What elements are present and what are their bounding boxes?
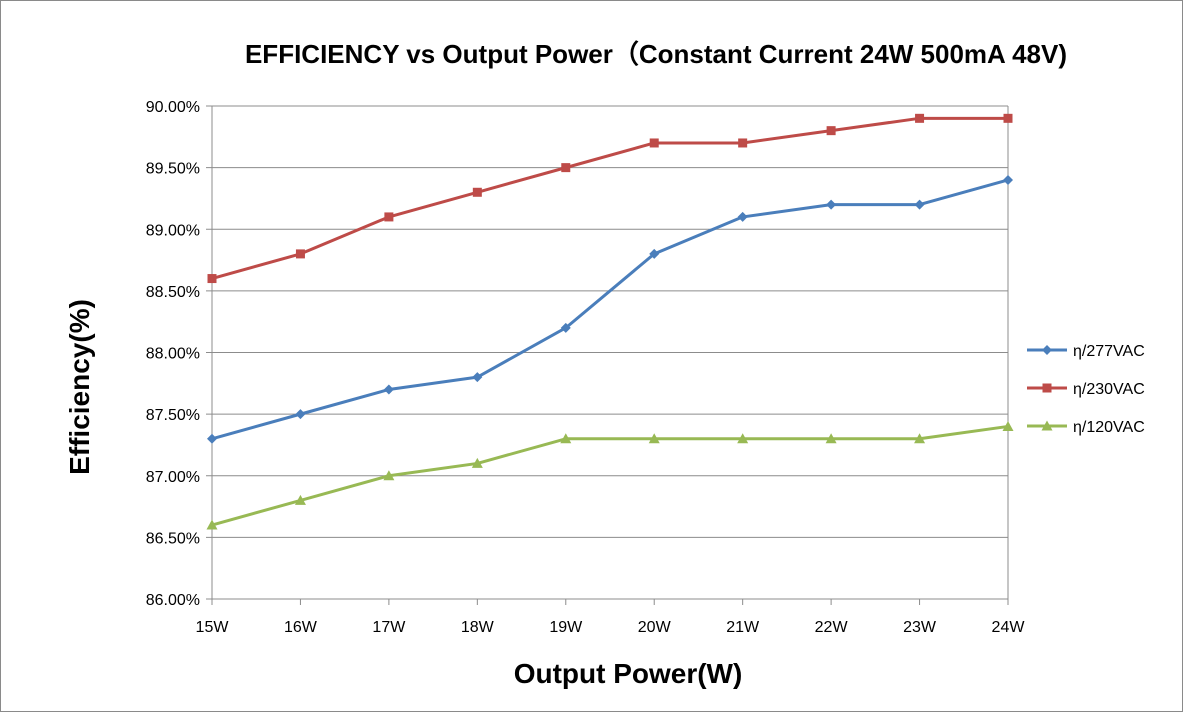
data-point [648,433,660,444]
data-point [560,322,571,333]
data-point [914,199,925,210]
x-tick-label: 20W [638,619,672,636]
y-tick-label: 88.00% [146,346,200,363]
data-point [561,163,571,173]
x-tick-label: 22W [815,619,849,636]
y-tick-label: 89.50% [146,161,200,178]
data-point [825,433,837,444]
data-point [207,274,217,284]
data-point [384,212,394,222]
data-point [649,248,660,259]
x-tick-label: 15W [196,619,230,636]
legend-label: η/120VAC [1073,419,1145,436]
data-point [1002,420,1014,431]
legend-marker [1042,383,1052,393]
x-tick-labels: 15W 16W 17W 18W 19W 20W 21W 22W 23W 24W [196,619,1026,636]
y-tick-label: 90.00% [146,99,200,116]
legend: η/277VAC η/230VAC η/120VAC [1027,343,1145,436]
x-tick-label: 23W [903,619,937,636]
x-tick-label: 21W [726,619,760,636]
series-0 [207,174,1013,444]
axes [206,105,1009,605]
data-point [560,433,572,444]
y-tick-label: 87.00% [146,469,200,486]
data-point [206,519,218,530]
y-axis-title: Efficiency(%) [64,299,95,475]
legend-label: η/230VAC [1073,381,1145,398]
data-point [737,211,748,222]
chart-title: EFFICIENCY vs Output Power（Constant Curr… [245,39,1067,69]
data-point [294,494,306,505]
data-point [383,470,395,481]
legend-marker [1041,420,1053,431]
x-tick-label: 18W [461,619,495,636]
data-point [295,249,305,259]
data-point [1003,174,1013,185]
y-tick-label: 87.50% [146,407,200,424]
data-point [826,126,836,136]
y-tick-label: 88.50% [146,284,200,301]
data-point [383,384,394,395]
data-point [207,433,217,444]
x-tick-label: 19W [549,619,583,636]
y-tick-labels: 86.00% 86.50% 87.00% 87.50% 88.00% 88.50% 89.0… [146,99,200,609]
x-tick-label: 16W [284,619,318,636]
x-tick-label: 17W [372,619,406,636]
x-axis-title: Output Power(W) [514,658,743,689]
data-point [738,138,748,148]
legend-marker [1042,345,1052,355]
data-point [737,433,749,444]
data-point [826,199,837,210]
data-point [472,187,482,197]
legend-label: η/277VAC [1073,343,1145,360]
series-2 [206,420,1014,530]
data-point [915,113,925,123]
series-line [211,178,1009,441]
series-1 [207,113,1013,284]
data-point [295,409,306,420]
y-tick-label: 89.00% [146,222,200,239]
y-tick-label: 86.50% [146,530,200,547]
gridlines [212,105,1008,600]
series-line [211,116,1008,280]
series-line [211,424,1009,527]
y-tick-label: 86.00% [146,592,200,609]
data-point [1003,113,1013,123]
series-group [206,113,1014,530]
data-point [649,138,659,148]
data-point [472,372,483,383]
x-tick-label: 24W [992,619,1026,636]
data-point [914,433,926,444]
data-point [471,457,483,468]
